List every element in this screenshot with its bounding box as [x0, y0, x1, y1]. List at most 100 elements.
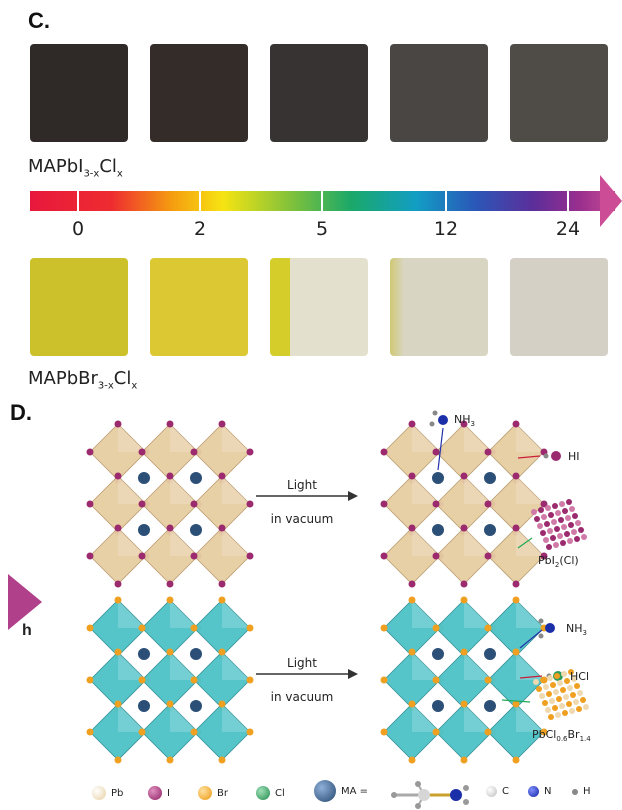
cap-sub: 3: [470, 420, 475, 429]
ma-cation: [190, 648, 202, 660]
x-atom: [512, 648, 520, 656]
film-bottom-0h: [30, 258, 128, 356]
x-atom: [380, 448, 388, 456]
x-atom: [408, 524, 416, 532]
x-atom: [432, 676, 440, 684]
time-tick-2: 2: [193, 218, 207, 240]
octahedron-facet: [170, 600, 198, 628]
pbclbr-layer-atom: [546, 691, 552, 697]
pbi2-layer-atom: [565, 515, 571, 521]
x-atom: [166, 580, 174, 588]
pbi2-layer-atom: [538, 507, 544, 513]
x-atom: [138, 624, 146, 632]
ma-cation: [432, 472, 444, 484]
x-atom: [380, 500, 388, 508]
pbclbr-layer-atom: [548, 714, 554, 720]
pbclbr-layer-atom: [559, 703, 565, 709]
octahedron-facet: [516, 704, 544, 732]
cap-text: PbCl: [532, 728, 557, 741]
pbclbr-layer-atom: [552, 705, 558, 711]
h-atom: [429, 421, 435, 427]
pbi2-layer-atom: [541, 514, 547, 520]
x-atom: [166, 648, 174, 656]
film-top-5h: [270, 44, 368, 142]
x-atom: [408, 756, 416, 764]
pbi2-layer-atom: [562, 508, 568, 514]
x-atom: [86, 552, 94, 560]
nh3-molecule: [438, 415, 448, 425]
x-atom: [460, 580, 468, 588]
pbi2-layer-atom: [569, 506, 575, 512]
legend-label: H: [583, 786, 591, 797]
pbclbr-layer-atom: [566, 701, 572, 707]
product-bottom-hcl: HCl: [570, 670, 590, 683]
reaction-top-line2: in vacuum: [270, 512, 334, 526]
pbclbr-layer-atom: [543, 684, 549, 690]
film-bottom-12h: [390, 258, 488, 356]
pbi2-layer-atom: [561, 524, 567, 530]
octahedron-facet: [118, 476, 146, 504]
x-atom: [190, 552, 198, 560]
x-atom: [114, 580, 122, 588]
x-atom: [114, 648, 122, 656]
octahedron-facet: [464, 652, 492, 680]
x-atom: [408, 580, 416, 588]
x-atom: [432, 448, 440, 456]
product-top-nh3: NH3: [454, 413, 475, 428]
x-atom: [432, 552, 440, 560]
octahedron-facet: [464, 704, 492, 732]
br-dot-icon: [198, 786, 212, 800]
pbi2-layer-atom: [554, 526, 560, 532]
legend-label: Br: [217, 787, 228, 799]
x-atom: [432, 728, 440, 736]
pbclbr-layer-atom: [571, 676, 577, 682]
x-atom: [138, 448, 146, 456]
h-atom: [543, 453, 549, 459]
pbi2-layer-atom: [564, 531, 570, 537]
x-atom: [190, 448, 198, 456]
escape-arrow: [437, 427, 444, 471]
panel-c-label: C.: [28, 8, 50, 33]
ma-cation: [138, 648, 150, 660]
octahedron-facet: [118, 704, 146, 732]
pbclbr-layer-atom: [555, 712, 561, 718]
cap-text: NH: [454, 413, 471, 426]
legend-label: I: [167, 787, 170, 799]
pbclbr-layer-atom: [545, 707, 551, 713]
cap-text: (Cl): [559, 554, 579, 567]
octahedron-facet: [516, 528, 544, 556]
label-sub: 3-x: [97, 380, 114, 392]
pbclbr-layer-atom: [553, 689, 559, 695]
octahedron-facet: [118, 600, 146, 628]
ma-cation: [138, 524, 150, 536]
ma-cation: [432, 648, 444, 660]
x-atom: [166, 756, 174, 764]
x-atom: [166, 472, 174, 480]
x-atom: [114, 472, 122, 480]
x-atom: [114, 756, 122, 764]
legend-c: C: [486, 786, 509, 797]
x-atom: [86, 728, 94, 736]
cap-text: NH: [566, 622, 583, 635]
x-atom: [166, 420, 174, 428]
x-atom: [460, 700, 468, 708]
octahedron-facet: [222, 476, 250, 504]
product-arrow: [501, 699, 531, 703]
x-atom: [246, 500, 254, 508]
legend-br: Br: [198, 786, 228, 800]
pbclbr-layer-atom: [549, 698, 555, 704]
pbi2-layer-atom: [567, 538, 573, 544]
series-label-bottom: MAPbBr3-xClx: [28, 368, 137, 392]
ma-molecule-icon: [391, 781, 469, 809]
octahedron-facet: [170, 476, 198, 504]
pbclbr-layer-atom: [547, 675, 553, 681]
x-atom: [460, 648, 468, 656]
time-color-bar: [30, 175, 622, 227]
ma-cation: [484, 524, 496, 536]
pbclbr-layer-atom: [560, 687, 566, 693]
label-text: Cl: [113, 368, 132, 389]
panel-d-label: D.: [10, 400, 32, 425]
pbclbr-layer-atom: [539, 693, 545, 699]
cap-text: PbI: [538, 554, 555, 567]
x-atom: [190, 728, 198, 736]
